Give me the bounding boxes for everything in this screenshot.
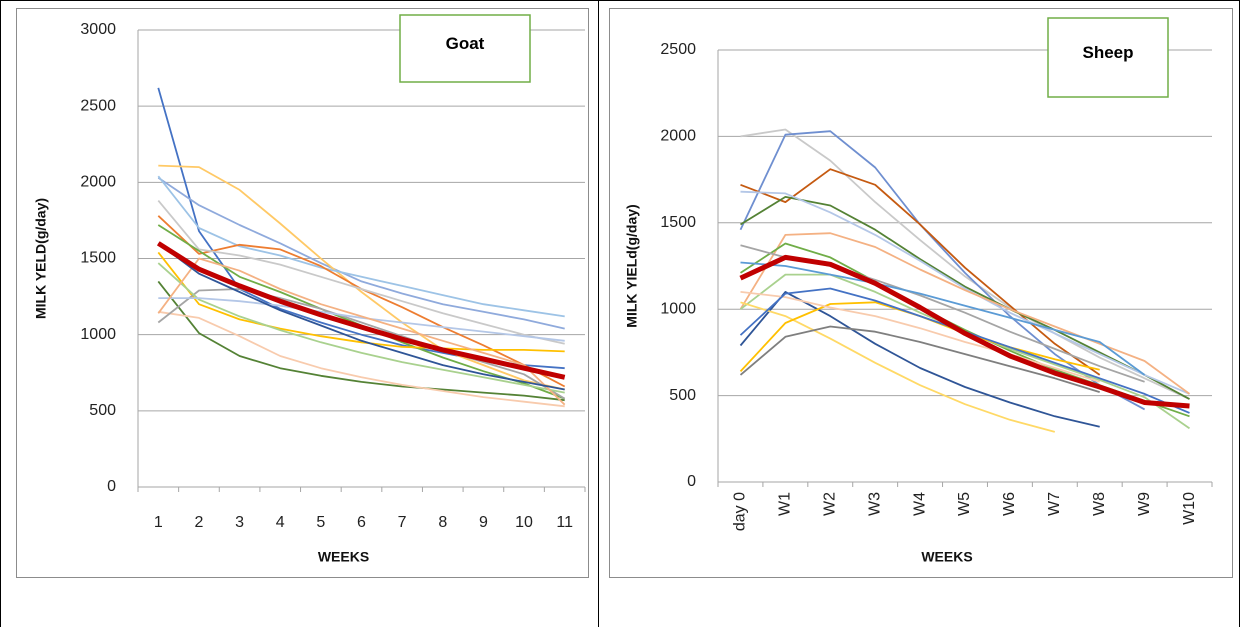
series-line xyxy=(740,190,1190,395)
x-tick-label: W5 xyxy=(956,492,973,516)
title-box xyxy=(1047,17,1169,98)
x-axis-title: WEEKS xyxy=(921,549,972,565)
y-tick-label: 500 xyxy=(669,387,696,404)
y-tick-label: 1500 xyxy=(80,250,116,267)
series-line xyxy=(739,254,1190,409)
y-tick-label: 3000 xyxy=(80,21,116,38)
x-tick-label: day 0 xyxy=(732,492,749,531)
title-box xyxy=(399,14,531,83)
x-tick-label: 9 xyxy=(479,514,488,531)
x-tick-label: 6 xyxy=(357,514,366,531)
series-line xyxy=(157,242,565,391)
x-tick-label: W8 xyxy=(1091,492,1108,516)
series-line xyxy=(156,241,566,380)
series-line xyxy=(740,128,1190,400)
y-tick-label: 0 xyxy=(687,473,696,490)
x-axis-title: WEEKS xyxy=(318,549,369,565)
series-line xyxy=(740,196,1190,400)
series-line xyxy=(739,325,1100,393)
y-tick-label: 1000 xyxy=(80,326,116,343)
y-tick-label: 2500 xyxy=(80,97,116,114)
series-line xyxy=(158,297,565,342)
x-tick-label: 10 xyxy=(515,514,533,531)
x-tick-label: W3 xyxy=(866,492,883,516)
series-line xyxy=(740,291,1100,383)
series-line xyxy=(157,262,565,394)
series-line xyxy=(157,280,565,402)
x-tick-label: W9 xyxy=(1136,492,1153,516)
series-line xyxy=(157,177,565,330)
series-line xyxy=(740,261,1146,376)
series-line xyxy=(158,310,565,408)
x-tick-label: 4 xyxy=(276,514,285,531)
y-tick-label: 500 xyxy=(89,402,116,419)
series-line xyxy=(157,175,565,318)
series-line xyxy=(739,232,1191,395)
x-tick-label: 7 xyxy=(398,514,407,531)
series-line xyxy=(157,251,565,353)
x-tick-label: W6 xyxy=(1001,492,1018,516)
y-tick-label: 0 xyxy=(107,478,116,495)
x-tick-label: 5 xyxy=(316,514,325,531)
y-tick-label: 2500 xyxy=(660,41,696,58)
x-tick-label: W10 xyxy=(1181,492,1198,525)
y-axis-title: MILK YIELd(g/day) xyxy=(624,204,640,327)
series-line xyxy=(157,200,565,345)
x-tick-label: 8 xyxy=(438,514,447,531)
chart-title: Sheep xyxy=(1082,43,1133,62)
series-line xyxy=(157,288,566,400)
chart-title: Goat xyxy=(446,34,485,53)
y-axis-title: MILK YELD(g/day) xyxy=(33,198,49,319)
x-tick-label: W4 xyxy=(911,492,928,516)
y-tick-label: 1000 xyxy=(660,300,696,317)
x-tick-label: 2 xyxy=(195,514,204,531)
x-tick-label: 11 xyxy=(556,514,573,531)
series-line xyxy=(740,168,1101,376)
y-tick-label: 2000 xyxy=(80,174,116,191)
chart-frame xyxy=(16,8,589,578)
series-line xyxy=(158,164,565,391)
x-tick-label: W7 xyxy=(1046,492,1063,516)
y-tick-label: 2000 xyxy=(660,128,696,145)
x-tick-label: 3 xyxy=(235,514,244,531)
x-tick-label: W2 xyxy=(821,492,838,516)
x-tick-label: 1 xyxy=(154,514,163,531)
series-line xyxy=(157,257,566,406)
x-tick-label: W1 xyxy=(777,492,794,516)
y-tick-label: 1500 xyxy=(660,214,696,231)
